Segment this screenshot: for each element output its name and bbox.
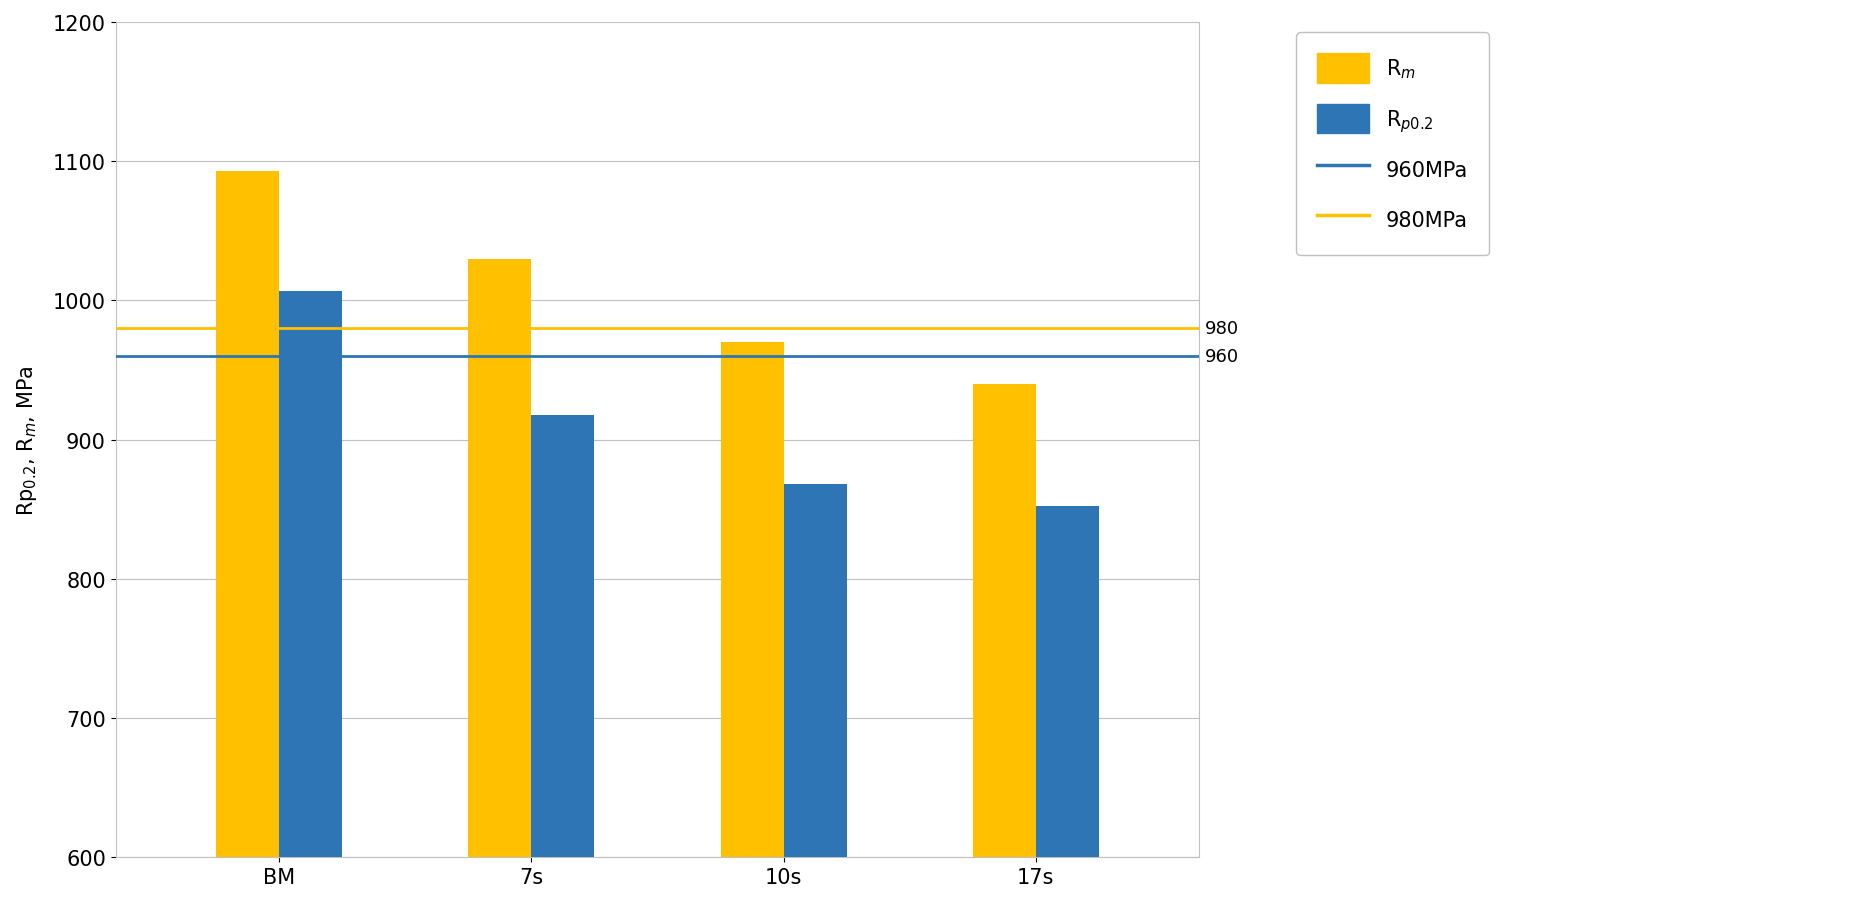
Bar [469,260,531,902]
Bar [531,415,595,902]
Bar [972,384,1036,902]
Legend: R$_m$, R$_{p0.2}$, 960MPa, 980MPa: R$_m$, R$_{p0.2}$, 960MPa, 980MPa [1296,33,1489,256]
Bar [784,484,847,902]
Bar [1036,507,1098,902]
Bar [279,291,342,902]
Text: 980: 980 [1204,320,1238,338]
Bar [720,343,784,902]
Bar [217,171,279,902]
Text: 960: 960 [1204,348,1238,365]
Y-axis label: Rp$_{0.2}$, R$_m$, MPa: Rp$_{0.2}$, R$_m$, MPa [15,365,39,515]
